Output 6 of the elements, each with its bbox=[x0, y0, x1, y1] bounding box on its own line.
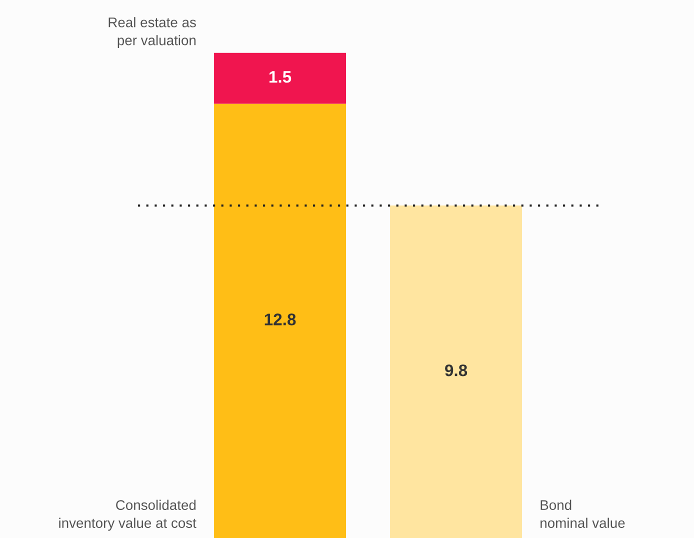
series-label: Bond nominal value bbox=[540, 500, 625, 528]
series-label: Consolidated inventory value at cost bbox=[59, 500, 196, 531]
data-label: 9.8 bbox=[445, 364, 468, 376]
data-label: 12.8 bbox=[264, 314, 296, 326]
series-label: Real estate as per valuation bbox=[108, 17, 196, 48]
data-label: 1.5 bbox=[270, 71, 292, 83]
